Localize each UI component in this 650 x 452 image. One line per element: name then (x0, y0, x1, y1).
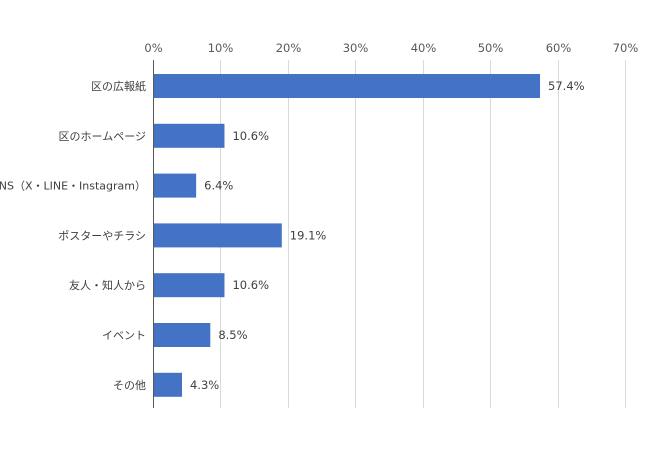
data-label: 6.4% (204, 179, 233, 193)
data-label: 19.1% (290, 228, 327, 242)
bars (153, 74, 541, 397)
x-tick-label: 50% (478, 41, 504, 55)
bar (153, 173, 197, 198)
data-label: 57.4% (548, 79, 585, 93)
bar (153, 323, 211, 347)
x-tick-label: 30% (343, 41, 369, 55)
bar (153, 372, 182, 397)
data-label: 8.5% (218, 328, 247, 342)
data-label: 10.6% (232, 278, 269, 292)
category-label: ポスターやチラシ (58, 229, 146, 242)
category-label: 区の広報紙 (91, 79, 146, 93)
x-tick-label: 20% (276, 41, 302, 55)
x-tick-label: 40% (411, 41, 437, 55)
data-label: 4.3% (190, 378, 219, 392)
data-label: 10.6% (232, 129, 269, 143)
x-tick-label: 70% (613, 41, 639, 55)
category-label: SNS（X・LINE・Instagram） (0, 180, 146, 193)
category-label: 友人・知人から (69, 278, 146, 292)
x-tick-label: 0% (144, 41, 162, 55)
x-tick-label: 60% (546, 41, 572, 55)
category-label: イベント (102, 329, 146, 342)
category-label: その他 (113, 379, 146, 392)
gridlines (220, 60, 626, 408)
x-axis-ticks: 0% 10% 20% 30% 40% 50% 60% 70% (144, 41, 638, 55)
bar (153, 273, 225, 298)
bar (153, 74, 541, 98)
bar (153, 223, 282, 248)
x-tick-label: 10% (208, 41, 234, 55)
bar (153, 123, 225, 148)
category-label: 区のホームページ (59, 130, 146, 143)
data-labels: 57.4% 10.6% 6.4% 19.1% 10.6% 8.5% 4.3% (190, 79, 585, 392)
